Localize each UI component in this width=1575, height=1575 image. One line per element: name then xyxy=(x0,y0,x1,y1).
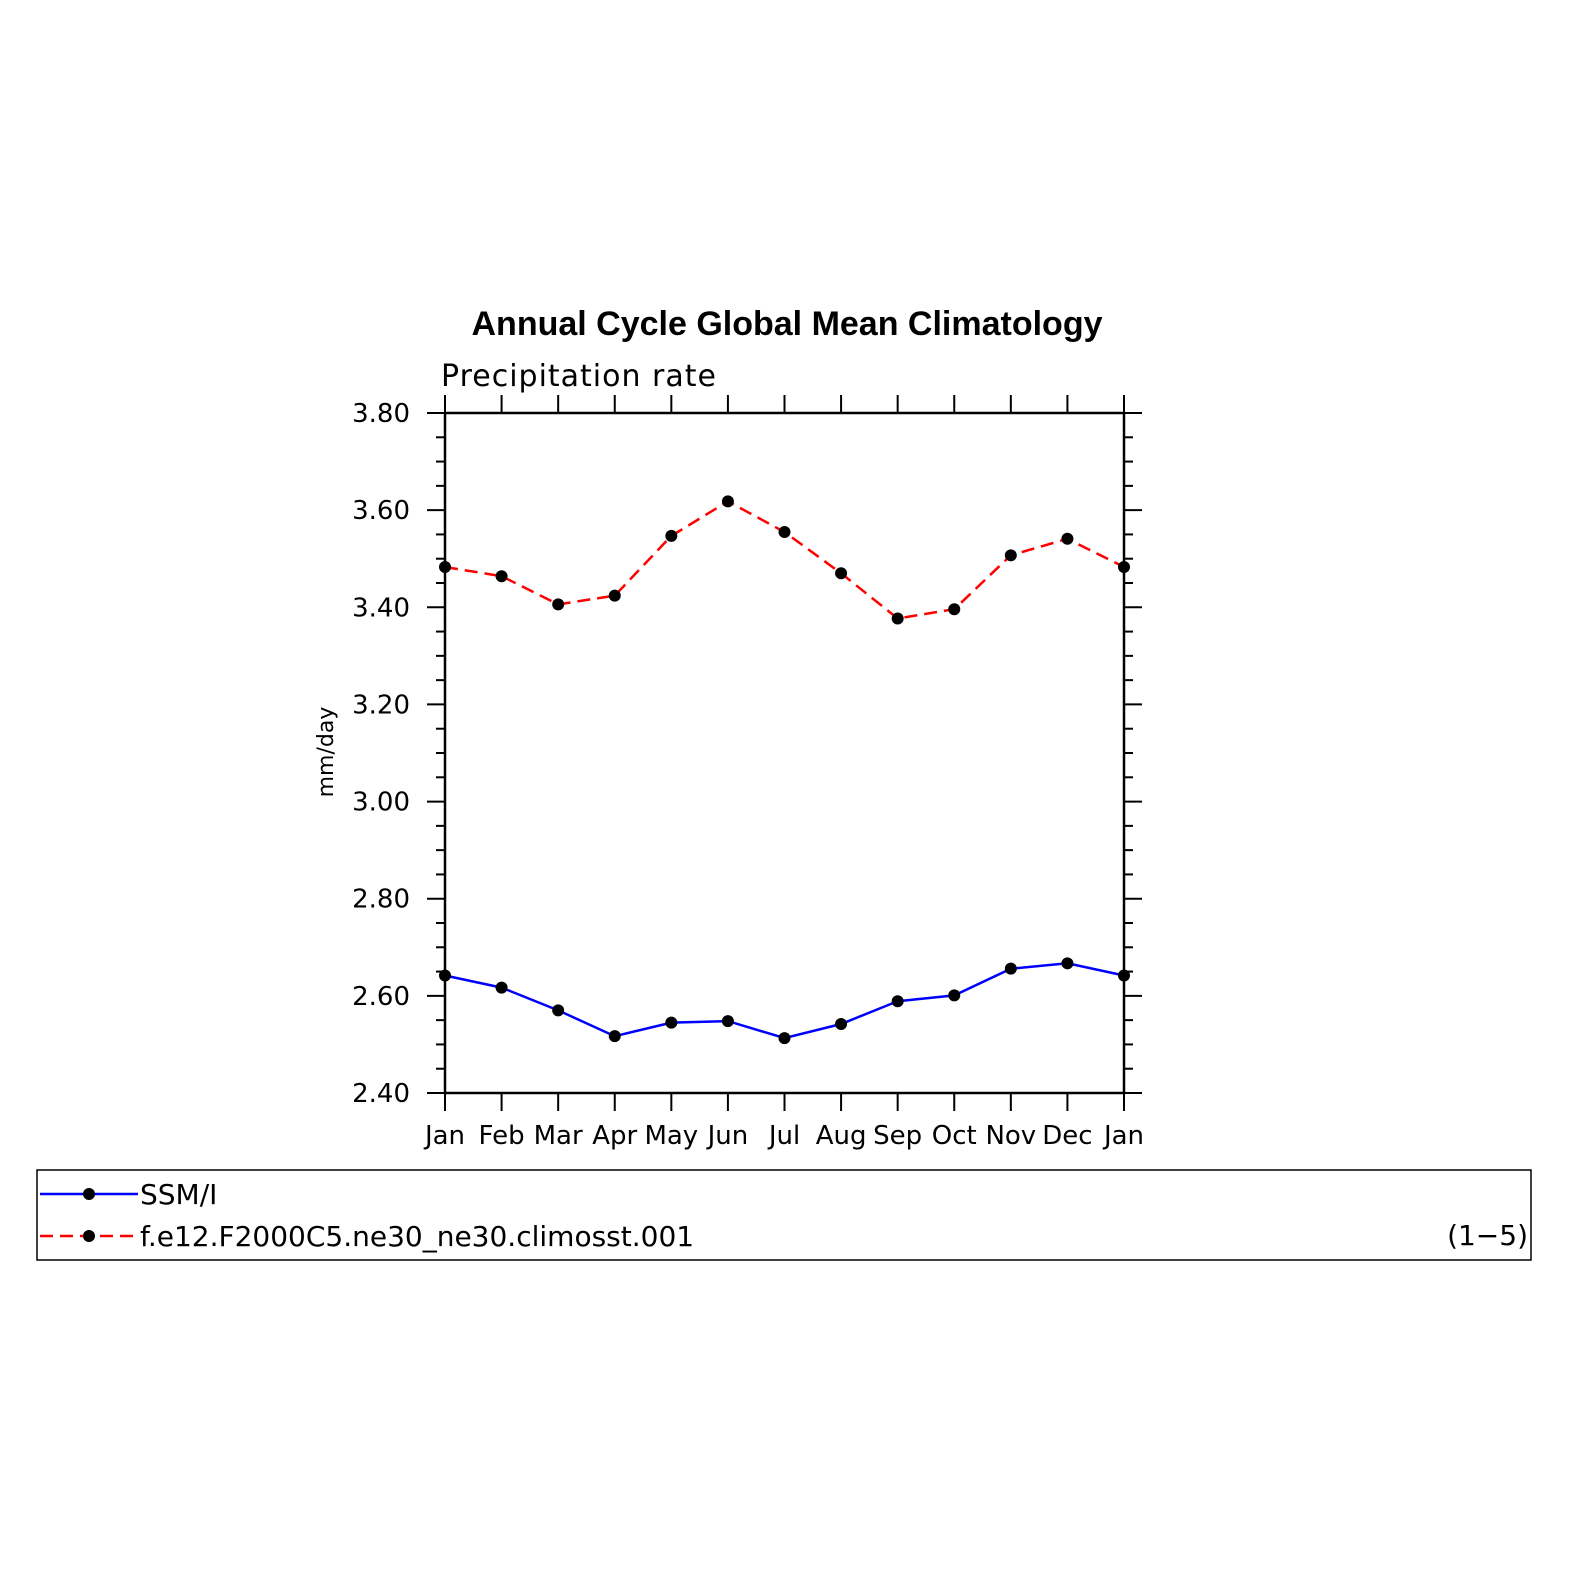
series-1-point xyxy=(778,526,791,538)
series-1-point xyxy=(721,495,734,508)
series-1-point xyxy=(835,567,848,580)
legend-label-0: SSM/I xyxy=(140,1178,217,1211)
series-0-point xyxy=(1004,962,1017,975)
y-tick-label: 3.20 xyxy=(352,690,410,720)
x-tick-label: Jan xyxy=(1102,1121,1144,1151)
series-1-point xyxy=(1118,560,1130,573)
series-line-1 xyxy=(444,499,1125,620)
series-0-point xyxy=(891,995,904,1008)
y-tick-label: 2.60 xyxy=(352,982,410,1012)
x-tick-label: Jan xyxy=(423,1121,465,1151)
series-1-point xyxy=(1061,532,1074,545)
series-0-point xyxy=(552,1004,565,1017)
x-tick-label: May xyxy=(644,1121,698,1151)
series-0-point xyxy=(1061,957,1074,970)
x-tick-label: Jul xyxy=(767,1121,800,1151)
series-1-point xyxy=(891,612,904,625)
series-1-point xyxy=(552,598,565,611)
x-tick-label: Nov xyxy=(985,1121,1036,1151)
axis-ticks xyxy=(427,395,1142,1111)
x-tick-label: Mar xyxy=(534,1121,583,1151)
series-line-0 xyxy=(444,962,1125,1040)
y-tick-label: 2.80 xyxy=(352,885,410,915)
legend-marker-1 xyxy=(83,1230,95,1242)
y-tick-label: 2.40 xyxy=(352,1079,410,1109)
y-tick-label: 3.80 xyxy=(352,399,410,429)
x-tick-label: Dec xyxy=(1042,1121,1092,1151)
series-0-point xyxy=(495,981,508,994)
series-1-point xyxy=(948,603,961,616)
series-group xyxy=(439,495,1130,1045)
series-0-point xyxy=(778,1032,791,1045)
legend: SSM/I f.e12.F2000C5.ne30_ne30.climosst.00… xyxy=(40,1178,694,1253)
series-0-point xyxy=(835,1018,848,1031)
x-tick-label: Apr xyxy=(592,1121,637,1151)
y-axis-label: mm/day xyxy=(314,707,339,798)
series-1-point xyxy=(495,570,508,583)
series-0-point xyxy=(721,1015,734,1028)
legend-label-1: f.e12.F2000C5.ne30_ne30.climosst.001 xyxy=(140,1220,694,1253)
series-1-point xyxy=(1004,549,1017,562)
y-tick-labels: 2.40 2.60 2.80 3.00 3.20 3.40 3.60 3.80 xyxy=(352,399,410,1109)
series-0-point xyxy=(665,1016,678,1029)
y-tick-label: 3.00 xyxy=(352,788,410,818)
legend-box xyxy=(36,1169,1532,1261)
series-0-point xyxy=(439,969,451,982)
series-1-point xyxy=(439,560,451,573)
chart-title: Annual Cycle Global Mean Climatology xyxy=(472,305,1103,343)
series-0-point xyxy=(608,1030,621,1043)
x-tick-label: Feb xyxy=(479,1121,525,1151)
legend-marker-0 xyxy=(83,1188,95,1200)
series-1-point xyxy=(665,529,678,542)
y-tick-label: 3.60 xyxy=(352,496,410,526)
x-tick-label: Oct xyxy=(932,1121,977,1151)
plot-frame xyxy=(443,411,1126,1095)
x-tick-label: Jun xyxy=(706,1121,749,1151)
legend-annotation: (1−5) xyxy=(1447,1219,1528,1252)
chart-subtitle: Precipitation rate xyxy=(441,359,717,394)
series-0-point xyxy=(1118,969,1130,982)
x-tick-label: Aug xyxy=(816,1121,867,1151)
y-tick-label: 3.40 xyxy=(352,593,410,623)
x-tick-labels: Jan Feb Mar Apr May Jun Jul Aug Sep Oct Nov Dec Jan xyxy=(423,1121,1144,1151)
series-0-point xyxy=(948,989,961,1002)
series-1-point xyxy=(608,589,621,602)
x-tick-label: Sep xyxy=(873,1121,922,1151)
